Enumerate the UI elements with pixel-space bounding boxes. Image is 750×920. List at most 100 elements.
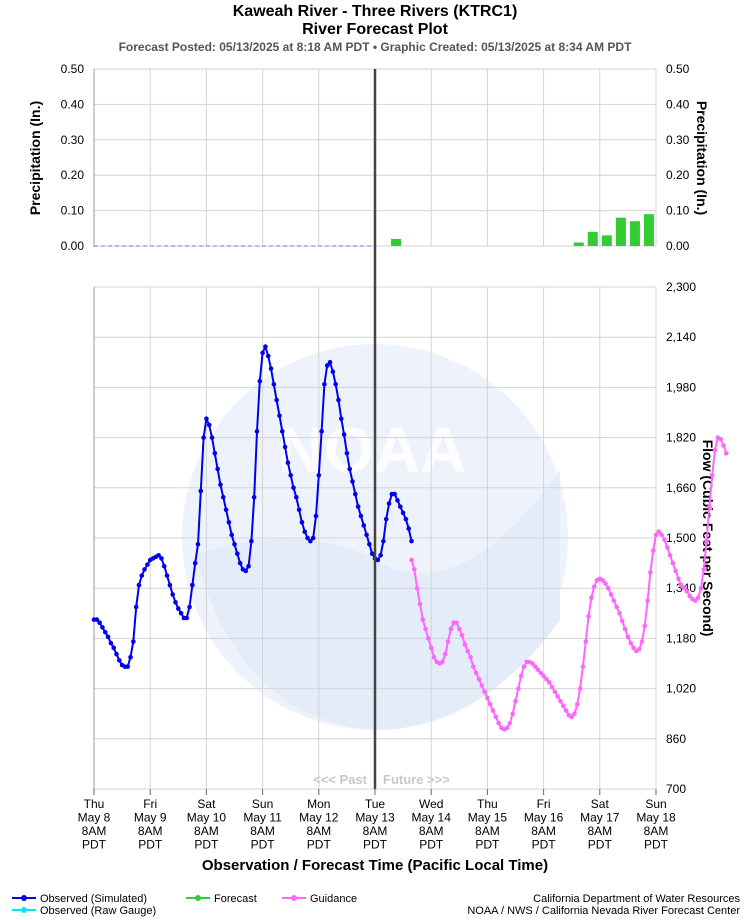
precip-bar (615, 217, 626, 246)
legend-item-observed-simulated: Observed (Simulated) (12, 893, 147, 905)
observed-point (243, 568, 249, 574)
observed-point (235, 551, 240, 556)
precip-tick-label: 0.40 (61, 97, 85, 111)
guidance-point (493, 714, 499, 720)
guidance-point (583, 639, 589, 644)
precip-tick-label: 0.30 (61, 133, 85, 147)
x-tick-label: 8AM (419, 824, 444, 838)
guidance-point (591, 584, 597, 589)
guidance-point (605, 585, 611, 591)
guidance-point (662, 537, 667, 542)
guidance-point (549, 684, 555, 690)
observed-point (102, 629, 108, 635)
observed-point (341, 432, 347, 437)
observed-point (142, 567, 147, 572)
observed-point (344, 450, 350, 456)
x-tick-label: 8AM (82, 824, 107, 838)
observed-point (305, 535, 310, 541)
credit-line-2: NOAA / NWS / California Nevada River For… (467, 905, 740, 917)
observed-point (223, 507, 229, 513)
guidance-point (577, 686, 583, 691)
guidance-point (589, 595, 594, 600)
guidance-point (530, 661, 535, 666)
observed-point (178, 611, 184, 616)
guidance-point (687, 593, 693, 599)
observed-point (265, 353, 271, 359)
guidance-point (442, 651, 448, 657)
observed-point (288, 472, 294, 478)
observed-point (94, 617, 100, 622)
x-tick-label: 8AM (250, 824, 275, 838)
observed-point (403, 516, 409, 522)
guidance-point (723, 450, 729, 456)
observed-point (170, 592, 175, 597)
x-tick-label: Sun (252, 797, 273, 811)
guidance-point (476, 676, 482, 682)
x-tick-label: May 17 (580, 811, 620, 825)
observed-point (316, 472, 322, 478)
precip-left-ticks: 0.00 0.10 0.20 0.30 0.40 0.50 (61, 62, 85, 253)
observed-point (302, 529, 308, 535)
x-tick-label: May 14 (412, 811, 452, 825)
x-tick-label: Mon (307, 797, 330, 811)
guidance-point (473, 670, 479, 676)
flow-tick-label: 700 (666, 782, 686, 796)
x-tick-label: PDT (82, 838, 107, 852)
x-tick-label: May 13 (355, 811, 395, 825)
guidance-point (639, 639, 645, 644)
observed-point (164, 573, 170, 578)
guidance-point (721, 443, 726, 448)
guidance-point (546, 680, 552, 685)
observed-point (392, 491, 397, 497)
observed-point (111, 645, 116, 651)
observed-point (190, 582, 195, 588)
observed-point (313, 513, 319, 519)
flow-tick-label: 860 (666, 732, 686, 746)
observed-point (319, 429, 324, 434)
flow-tick-label: 1,500 (666, 531, 696, 545)
x-tick-label: May 15 (468, 811, 508, 825)
observed-point (136, 582, 142, 588)
observed-point (383, 516, 389, 522)
legend-marker-icon (21, 907, 27, 913)
guidance-point (709, 472, 715, 478)
flow-tick-label: 1,180 (666, 631, 696, 645)
observed-point (277, 413, 282, 418)
precip-tick-label: 0.50 (61, 62, 85, 76)
guidance-point (507, 720, 513, 726)
precip-tick-label: 0.20 (61, 168, 85, 182)
observed-point (116, 658, 122, 663)
guidance-point (440, 659, 445, 665)
legend-item-forecast: Forecast (186, 893, 257, 905)
x-tick-label: Sun (645, 797, 666, 811)
observed-point (353, 491, 358, 497)
precip-bar (391, 238, 402, 246)
guidance-point (448, 626, 454, 632)
guidance-point (656, 529, 662, 535)
observed-point (229, 532, 234, 538)
observed-point (108, 640, 114, 646)
x-tick-label: PDT (363, 838, 388, 852)
guidance-point (479, 683, 485, 688)
observed-point (333, 381, 338, 387)
precip-tick-label: 0.50 (666, 62, 690, 76)
x-axis-label: Observation / Forecast Time (Pacific Loc… (202, 857, 548, 874)
observed-point (100, 625, 105, 630)
guidance-point (586, 614, 591, 619)
flow-tick-label: 1,660 (666, 481, 696, 495)
observed-point (237, 560, 243, 566)
guidance-point (513, 698, 518, 704)
x-tick-label: Sat (197, 797, 216, 811)
observed-point (268, 366, 274, 371)
observed-point (192, 560, 198, 566)
observed-point (285, 460, 291, 466)
x-tick-label: PDT (644, 838, 669, 852)
x-tick-label: PDT (251, 838, 276, 852)
observed-point (271, 381, 277, 387)
observed-point (195, 541, 201, 547)
legend-label: Guidance (310, 893, 357, 905)
guidance-point (611, 598, 617, 604)
guidance-point (454, 620, 459, 626)
observed-point (375, 557, 381, 563)
